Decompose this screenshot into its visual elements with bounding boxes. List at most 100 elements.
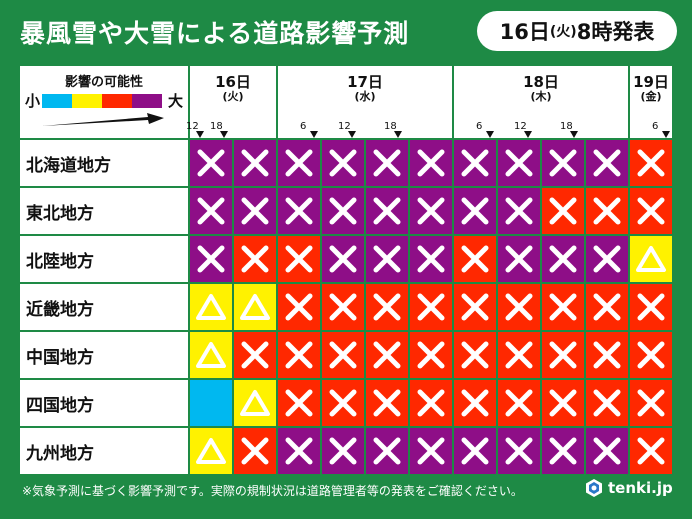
cross-icon	[285, 197, 313, 225]
legend-swatch-level2	[72, 94, 102, 108]
legend-title: 影響の可能性	[64, 75, 143, 90]
tick-marker-icon	[196, 131, 204, 138]
cross-icon	[637, 389, 665, 417]
day-weekday: (金)	[640, 90, 662, 103]
forecast-cell	[498, 140, 540, 186]
day-label: 17日 (水)	[278, 73, 452, 103]
forecast-cell	[366, 236, 408, 282]
cross-icon	[373, 149, 401, 177]
forecast-cell	[322, 188, 364, 234]
forecast-cell	[586, 380, 628, 426]
forecast-cell	[278, 428, 320, 474]
time-tick-label: 12	[338, 121, 351, 132]
day-date: 18日	[523, 73, 559, 91]
forecast-cell	[630, 188, 672, 234]
cross-icon	[637, 149, 665, 177]
cross-icon	[373, 245, 401, 273]
cross-icon	[549, 149, 577, 177]
forecast-cell	[190, 284, 232, 330]
tick-marker-icon	[310, 131, 318, 138]
forecast-cell	[410, 380, 452, 426]
cross-icon	[373, 341, 401, 369]
cross-icon	[593, 149, 621, 177]
cross-icon	[241, 197, 269, 225]
forecast-cell	[366, 428, 408, 474]
forecast-cell	[190, 428, 232, 474]
triangle-icon	[240, 390, 270, 416]
cross-icon	[593, 389, 621, 417]
cross-icon	[549, 245, 577, 273]
cross-icon	[637, 197, 665, 225]
cross-icon	[373, 197, 401, 225]
region-label: 北海道地方	[20, 140, 188, 186]
cross-icon	[505, 197, 533, 225]
cross-icon	[373, 437, 401, 465]
forecast-cell	[454, 380, 496, 426]
forecast-cell	[542, 188, 584, 234]
forecast-cell	[542, 284, 584, 330]
footer-note: ※気象予測に基づく影響予測です。実際の規制状況は道路管理者等の発表をご確認くださ…	[22, 484, 523, 498]
forecast-cell	[190, 332, 232, 378]
forecast-cell	[410, 236, 452, 282]
forecast-cell	[190, 236, 232, 282]
region-label: 東北地方	[20, 188, 188, 234]
time-tick-label: 18	[560, 121, 573, 132]
cross-icon	[461, 437, 489, 465]
legend-swatch-level3	[102, 94, 132, 108]
cross-icon	[285, 341, 313, 369]
time-tick-label: 12	[514, 121, 527, 132]
forecast-cell	[410, 140, 452, 186]
cross-icon	[373, 293, 401, 321]
forecast-cell	[454, 188, 496, 234]
forecast-cell	[278, 188, 320, 234]
cross-icon	[417, 437, 445, 465]
cross-icon	[197, 149, 225, 177]
tick-marker-icon	[662, 131, 670, 138]
cross-icon	[637, 437, 665, 465]
cross-icon	[285, 437, 313, 465]
cross-icon	[461, 245, 489, 273]
region-label: 近畿地方	[20, 284, 188, 330]
forecast-cell	[366, 332, 408, 378]
forecast-cell	[234, 188, 276, 234]
forecast-cell	[366, 140, 408, 186]
forecast-cell	[586, 284, 628, 330]
forecast-cell	[322, 380, 364, 426]
forecast-cell	[498, 332, 540, 378]
forecast-cell	[278, 380, 320, 426]
cross-icon	[417, 245, 445, 273]
tick-marker-icon	[348, 131, 356, 138]
day-label: 18日 (木)	[454, 73, 628, 103]
forecast-cell	[498, 428, 540, 474]
cross-icon	[637, 293, 665, 321]
day-header-4: 19日 (金)	[630, 66, 672, 138]
logo-text: tenki.jp	[608, 479, 673, 497]
forecast-cell	[630, 284, 672, 330]
day-date: 19日	[633, 73, 669, 91]
cross-icon	[549, 293, 577, 321]
time-tick-label: 6	[476, 121, 483, 132]
forecast-cell	[322, 428, 364, 474]
forecast-cell	[410, 332, 452, 378]
triangle-icon	[196, 294, 226, 320]
forecast-cell	[366, 284, 408, 330]
day-header-1: 16日 (火)	[190, 66, 276, 138]
tick-marker-icon	[486, 131, 494, 138]
cross-icon	[593, 245, 621, 273]
time-tick-label: 6	[652, 121, 659, 132]
cross-icon	[549, 197, 577, 225]
tenki-logo-icon	[586, 479, 602, 497]
tick-marker-icon	[394, 131, 402, 138]
forecast-cell	[366, 380, 408, 426]
cross-icon	[461, 389, 489, 417]
day-weekday: (火)	[222, 90, 244, 103]
cross-icon	[637, 341, 665, 369]
legend-swatch-level4	[132, 94, 162, 108]
forecast-cell	[630, 140, 672, 186]
cross-icon	[329, 293, 357, 321]
forecast-cell	[410, 284, 452, 330]
forecast-cell	[234, 428, 276, 474]
cross-icon	[329, 245, 357, 273]
forecast-cell	[586, 428, 628, 474]
